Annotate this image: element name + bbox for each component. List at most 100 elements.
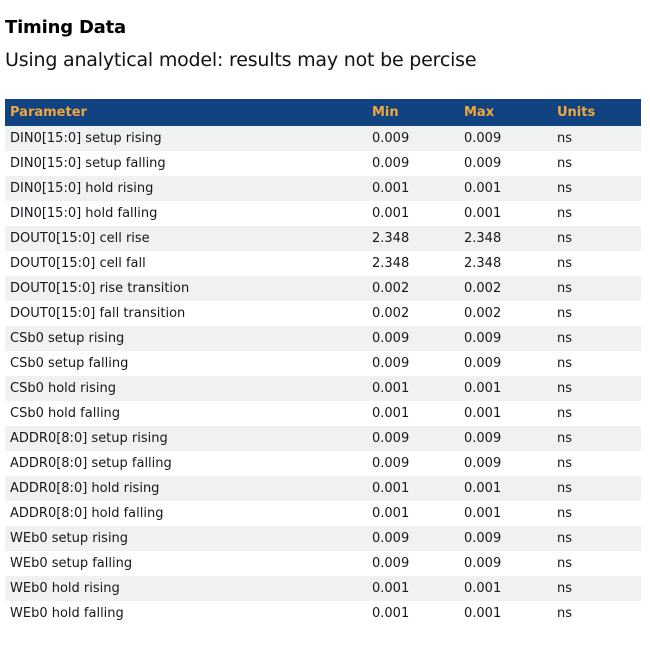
cell-parameter: CSb0 setup falling (10, 356, 129, 371)
cell-max: 0.002 (464, 281, 502, 296)
cell-max: 0.009 (464, 556, 502, 571)
cell-max: 0.009 (464, 356, 502, 371)
cell-parameter: DIN0[15:0] setup falling (10, 156, 166, 171)
cell-max: 0.009 (464, 431, 502, 446)
cell-parameter: CSb0 hold falling (10, 406, 121, 421)
cell-units: ns (557, 456, 573, 471)
cell-min: 0.002 (372, 281, 410, 296)
column-header-max: Max (464, 99, 557, 126)
cell-max: 0.001 (464, 381, 502, 396)
cell-min: 0.001 (372, 606, 410, 621)
cell-parameter: ADDR0[8:0] hold rising (10, 481, 160, 496)
table-row: ADDR0[8:0] hold rising 0.001 0.001 ns (5, 476, 641, 501)
table-row: CSb0 setup falling 0.009 0.009 ns (5, 351, 641, 376)
table-row: DOUT0[15:0] fall transition 0.002 0.002 ns (5, 301, 641, 326)
cell-units: ns (557, 506, 573, 521)
cell-units: ns (557, 481, 573, 496)
column-header-units: Units (557, 99, 641, 126)
cell-units: ns (557, 256, 573, 271)
cell-min: 0.001 (372, 581, 410, 596)
cell-units: ns (557, 231, 573, 246)
table-row: DIN0[15:0] setup rising 0.009 0.009 ns (5, 126, 641, 151)
column-header-min: Min (372, 99, 464, 126)
cell-max: 0.009 (464, 156, 502, 171)
cell-parameter: DIN0[15:0] setup rising (10, 131, 162, 146)
timing-data-table: Parameter Min Max Units DIN0[15:0] setup… (5, 99, 641, 626)
cell-parameter: CSb0 hold rising (10, 381, 117, 396)
table-row: WEb0 hold rising 0.001 0.001 ns (5, 576, 641, 601)
cell-max: 0.001 (464, 481, 502, 496)
cell-units: ns (557, 306, 573, 321)
cell-units: ns (557, 356, 573, 371)
cell-units: ns (557, 381, 573, 396)
cell-min: 0.009 (372, 556, 410, 571)
cell-parameter: DIN0[15:0] hold falling (10, 206, 158, 221)
table-row: DOUT0[15:0] cell fall 2.348 2.348 ns (5, 251, 641, 276)
cell-min: 0.009 (372, 156, 410, 171)
cell-parameter: ADDR0[8:0] setup falling (10, 456, 172, 471)
cell-min: 0.002 (372, 306, 410, 321)
cell-units: ns (557, 131, 573, 146)
cell-max: 0.001 (464, 581, 502, 596)
cell-parameter: WEb0 hold falling (10, 606, 124, 621)
cell-parameter: WEb0 hold rising (10, 581, 120, 596)
cell-max: 0.001 (464, 206, 502, 221)
table-row: DOUT0[15:0] cell rise 2.348 2.348 ns (5, 226, 641, 251)
cell-min: 0.009 (372, 131, 410, 146)
cell-units: ns (557, 531, 573, 546)
cell-units: ns (557, 206, 573, 221)
cell-units: ns (557, 181, 573, 196)
column-header-parameter: Parameter (5, 99, 372, 126)
cell-min: 0.001 (372, 381, 410, 396)
cell-units: ns (557, 331, 573, 346)
cell-units: ns (557, 406, 573, 421)
cell-max: 0.001 (464, 606, 502, 621)
cell-min: 0.009 (372, 456, 410, 471)
cell-parameter: DOUT0[15:0] rise transition (10, 281, 190, 296)
cell-min: 0.001 (372, 481, 410, 496)
cell-parameter: DOUT0[15:0] cell rise (10, 231, 150, 246)
table-body: DIN0[15:0] setup rising 0.009 0.009 ns DIN0[… (5, 126, 641, 626)
table-row: ADDR0[8:0] setup rising 0.009 0.009 ns (5, 426, 641, 451)
cell-max: 0.001 (464, 506, 502, 521)
cell-parameter: CSb0 setup rising (10, 331, 125, 346)
cell-max: 0.009 (464, 456, 502, 471)
table-row: CSb0 setup rising 0.009 0.009 ns (5, 326, 641, 351)
cell-parameter: DIN0[15:0] hold rising (10, 181, 154, 196)
page-subtitle: Using analytical model: results may not … (5, 49, 477, 71)
cell-parameter: ADDR0[8:0] hold falling (10, 506, 164, 521)
cell-parameter: DOUT0[15:0] fall transition (10, 306, 186, 321)
cell-min: 0.001 (372, 181, 410, 196)
table-row: CSb0 hold falling 0.001 0.001 ns (5, 401, 641, 426)
cell-min: 0.009 (372, 531, 410, 546)
cell-min: 0.009 (372, 356, 410, 371)
cell-parameter: WEb0 setup falling (10, 556, 133, 571)
table-row: ADDR0[8:0] setup falling 0.009 0.009 ns (5, 451, 641, 476)
cell-max: 2.348 (464, 256, 502, 271)
cell-max: 0.001 (464, 406, 502, 421)
cell-min: 0.009 (372, 431, 410, 446)
table-row: DIN0[15:0] hold rising 0.001 0.001 ns (5, 176, 641, 201)
table-row: DOUT0[15:0] rise transition 0.002 0.002 ns (5, 276, 641, 301)
table-row: DIN0[15:0] hold falling 0.001 0.001 ns (5, 201, 641, 226)
cell-min: 0.001 (372, 506, 410, 521)
cell-min: 0.009 (372, 331, 410, 346)
cell-units: ns (557, 581, 573, 596)
table-row: WEb0 setup falling 0.009 0.009 ns (5, 551, 641, 576)
cell-parameter: WEb0 setup rising (10, 531, 129, 546)
cell-units: ns (557, 556, 573, 571)
cell-parameter: DOUT0[15:0] cell fall (10, 256, 146, 271)
table-row: WEb0 setup rising 0.009 0.009 ns (5, 526, 641, 551)
cell-min: 2.348 (372, 231, 410, 246)
cell-max: 0.009 (464, 131, 502, 146)
cell-max: 0.009 (464, 531, 502, 546)
cell-max: 0.001 (464, 181, 502, 196)
cell-units: ns (557, 431, 573, 446)
cell-min: 0.001 (372, 206, 410, 221)
cell-min: 2.348 (372, 256, 410, 271)
cell-max: 0.009 (464, 331, 502, 346)
cell-units: ns (557, 606, 573, 621)
table-row: CSb0 hold rising 0.001 0.001 ns (5, 376, 641, 401)
page-title: Timing Data (5, 17, 126, 39)
cell-max: 0.002 (464, 306, 502, 321)
